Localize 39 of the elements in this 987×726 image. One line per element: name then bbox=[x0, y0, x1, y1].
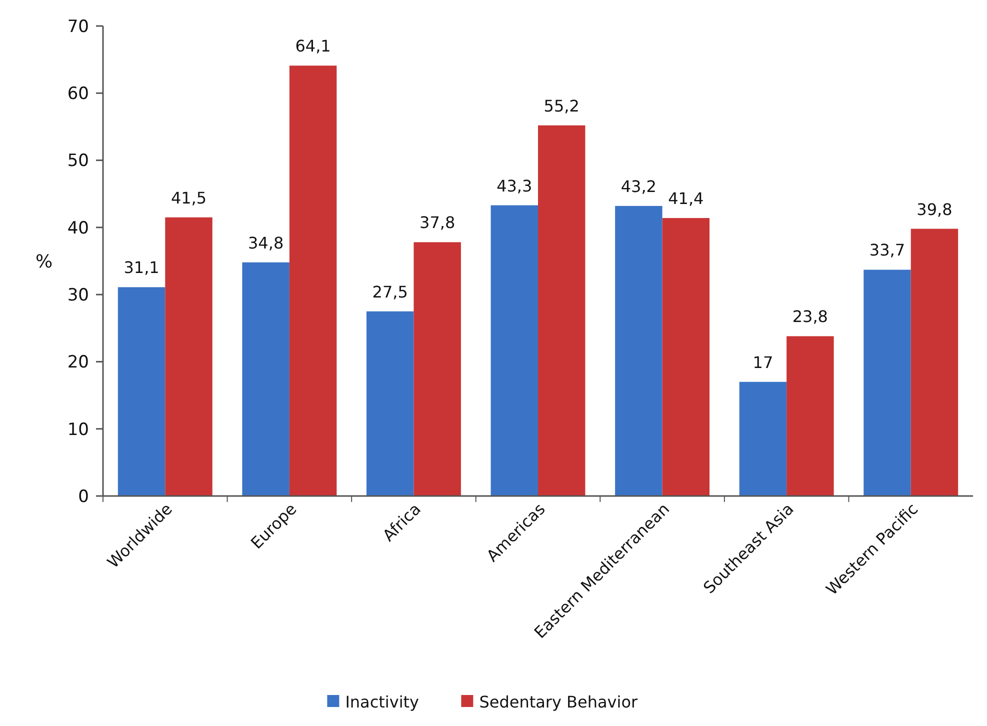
bar bbox=[118, 287, 166, 496]
bar bbox=[414, 242, 461, 496]
data-label: 41,4 bbox=[668, 189, 704, 208]
data-label: 27,5 bbox=[372, 282, 408, 302]
y-axis-title: % bbox=[35, 251, 53, 272]
bar bbox=[538, 125, 586, 496]
y-tick-label: 30 bbox=[67, 286, 89, 306]
data-label: 31,1 bbox=[124, 258, 160, 278]
data-label: 43,2 bbox=[620, 176, 656, 196]
bar bbox=[242, 262, 290, 496]
y-tick-label: 10 bbox=[67, 420, 89, 440]
data-label: 33,7 bbox=[869, 240, 906, 260]
y-tick-label: 50 bbox=[67, 151, 89, 172]
data-label: 23,8 bbox=[792, 307, 828, 326]
bar bbox=[786, 336, 834, 496]
y-tick-label: 70 bbox=[67, 16, 89, 37]
bar bbox=[662, 218, 710, 496]
bar bbox=[615, 206, 662, 496]
data-label: 37,8 bbox=[420, 213, 456, 232]
bar bbox=[864, 270, 911, 496]
y-tick-label: 20 bbox=[67, 352, 89, 373]
y-tick-label: 0 bbox=[78, 486, 89, 507]
data-label: 43,3 bbox=[496, 176, 532, 196]
data-label: 55,2 bbox=[544, 96, 580, 116]
y-tick-label: 60 bbox=[67, 84, 89, 104]
data-label: 41,5 bbox=[170, 188, 207, 208]
bar bbox=[739, 382, 787, 496]
legend-label: Sedentary Behavior bbox=[479, 692, 638, 712]
bar bbox=[490, 205, 538, 496]
data-label: 64,1 bbox=[295, 36, 331, 56]
data-label: 39,8 bbox=[916, 200, 952, 219]
bar bbox=[366, 311, 414, 496]
legend-label: Inactivity bbox=[345, 692, 420, 712]
data-label: 17 bbox=[752, 352, 774, 372]
data-label: 34,8 bbox=[248, 233, 284, 252]
bar bbox=[289, 66, 337, 496]
bar bbox=[165, 217, 212, 496]
y-tick-label: 40 bbox=[67, 218, 89, 238]
bar bbox=[910, 228, 958, 496]
